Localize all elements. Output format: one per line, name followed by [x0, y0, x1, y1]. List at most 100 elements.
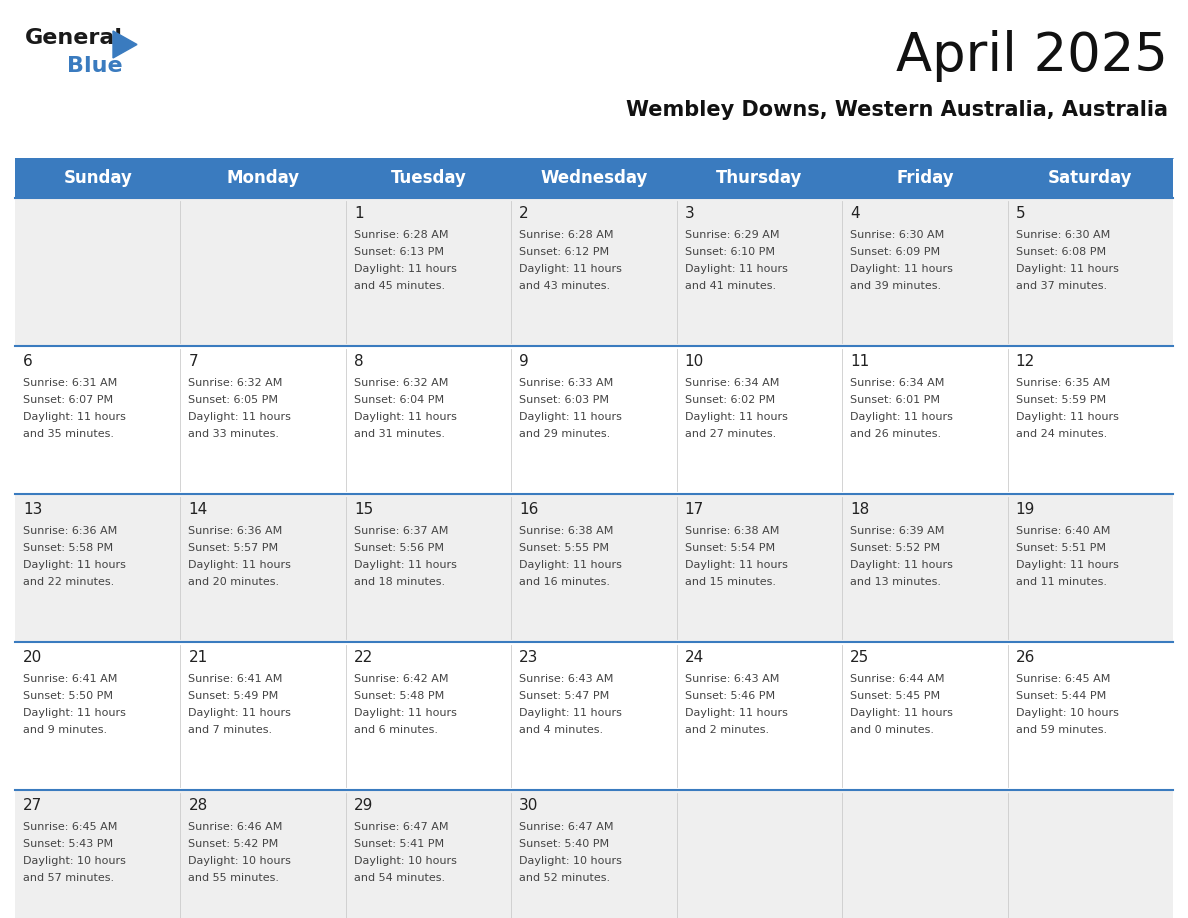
Text: and 13 minutes.: and 13 minutes.: [851, 577, 941, 587]
Text: 30: 30: [519, 798, 538, 813]
Text: Sunset: 5:55 PM: Sunset: 5:55 PM: [519, 543, 609, 553]
Text: Sunrise: 6:37 AM: Sunrise: 6:37 AM: [354, 526, 448, 536]
Text: Blue: Blue: [67, 56, 122, 76]
Text: Sunset: 6:03 PM: Sunset: 6:03 PM: [519, 395, 609, 405]
Text: Daylight: 10 hours: Daylight: 10 hours: [1016, 708, 1118, 718]
Text: Daylight: 10 hours: Daylight: 10 hours: [189, 856, 291, 866]
Text: Daylight: 11 hours: Daylight: 11 hours: [23, 708, 126, 718]
Text: 22: 22: [354, 650, 373, 665]
Text: 18: 18: [851, 502, 870, 517]
Bar: [15, 642, 1173, 790]
Text: and 35 minutes.: and 35 minutes.: [23, 429, 114, 439]
Text: 16: 16: [519, 502, 538, 517]
Text: and 57 minutes.: and 57 minutes.: [23, 873, 114, 883]
Text: 5: 5: [1016, 206, 1025, 221]
Text: Sunrise: 6:36 AM: Sunrise: 6:36 AM: [23, 526, 118, 536]
Text: Sunrise: 6:33 AM: Sunrise: 6:33 AM: [519, 378, 613, 388]
Text: 7: 7: [189, 354, 198, 369]
Text: and 43 minutes.: and 43 minutes.: [519, 281, 611, 291]
Text: and 52 minutes.: and 52 minutes.: [519, 873, 611, 883]
Text: 14: 14: [189, 502, 208, 517]
Text: Daylight: 11 hours: Daylight: 11 hours: [1016, 560, 1118, 570]
Text: and 45 minutes.: and 45 minutes.: [354, 281, 446, 291]
Text: 20: 20: [23, 650, 43, 665]
Text: Sunset: 6:10 PM: Sunset: 6:10 PM: [684, 247, 775, 257]
Text: and 16 minutes.: and 16 minutes.: [519, 577, 611, 587]
Text: Sunrise: 6:34 AM: Sunrise: 6:34 AM: [684, 378, 779, 388]
Text: Sunrise: 6:44 AM: Sunrise: 6:44 AM: [851, 674, 944, 684]
Text: Sunset: 6:12 PM: Sunset: 6:12 PM: [519, 247, 609, 257]
Text: Daylight: 11 hours: Daylight: 11 hours: [519, 412, 623, 422]
Text: Friday: Friday: [896, 169, 954, 187]
Text: and 55 minutes.: and 55 minutes.: [189, 873, 279, 883]
Text: Daylight: 11 hours: Daylight: 11 hours: [684, 412, 788, 422]
Text: Thursday: Thursday: [716, 169, 803, 187]
Text: Daylight: 10 hours: Daylight: 10 hours: [23, 856, 126, 866]
Text: Sunrise: 6:28 AM: Sunrise: 6:28 AM: [519, 230, 614, 240]
Text: Sunset: 6:04 PM: Sunset: 6:04 PM: [354, 395, 444, 405]
Text: Sunrise: 6:38 AM: Sunrise: 6:38 AM: [519, 526, 614, 536]
Text: Sunday: Sunday: [63, 169, 132, 187]
Text: and 18 minutes.: and 18 minutes.: [354, 577, 446, 587]
Text: 25: 25: [851, 650, 870, 665]
Text: Sunset: 5:58 PM: Sunset: 5:58 PM: [23, 543, 113, 553]
Text: and 11 minutes.: and 11 minutes.: [1016, 577, 1106, 587]
Text: Sunset: 5:49 PM: Sunset: 5:49 PM: [189, 691, 279, 701]
Text: Sunset: 6:05 PM: Sunset: 6:05 PM: [189, 395, 278, 405]
Text: Sunrise: 6:47 AM: Sunrise: 6:47 AM: [519, 822, 614, 832]
Polygon shape: [113, 31, 137, 58]
Text: Sunrise: 6:35 AM: Sunrise: 6:35 AM: [1016, 378, 1110, 388]
Text: 13: 13: [23, 502, 43, 517]
Text: Sunset: 6:13 PM: Sunset: 6:13 PM: [354, 247, 444, 257]
Text: Sunset: 5:56 PM: Sunset: 5:56 PM: [354, 543, 444, 553]
Text: Daylight: 10 hours: Daylight: 10 hours: [354, 856, 456, 866]
Bar: [15, 494, 1173, 642]
Text: Sunset: 5:47 PM: Sunset: 5:47 PM: [519, 691, 609, 701]
Text: and 20 minutes.: and 20 minutes.: [189, 577, 279, 587]
Text: Daylight: 11 hours: Daylight: 11 hours: [1016, 412, 1118, 422]
Text: Sunrise: 6:38 AM: Sunrise: 6:38 AM: [684, 526, 779, 536]
Text: Sunrise: 6:32 AM: Sunrise: 6:32 AM: [189, 378, 283, 388]
Text: Daylight: 11 hours: Daylight: 11 hours: [684, 708, 788, 718]
Text: Daylight: 11 hours: Daylight: 11 hours: [189, 560, 291, 570]
Text: Sunset: 5:52 PM: Sunset: 5:52 PM: [851, 543, 940, 553]
Text: 26: 26: [1016, 650, 1035, 665]
Text: Sunrise: 6:39 AM: Sunrise: 6:39 AM: [851, 526, 944, 536]
Bar: [15, 346, 1173, 494]
Text: Sunset: 5:59 PM: Sunset: 5:59 PM: [1016, 395, 1106, 405]
Text: 17: 17: [684, 502, 704, 517]
Text: and 24 minutes.: and 24 minutes.: [1016, 429, 1107, 439]
Text: Daylight: 11 hours: Daylight: 11 hours: [23, 560, 126, 570]
Text: and 54 minutes.: and 54 minutes.: [354, 873, 446, 883]
Text: Daylight: 11 hours: Daylight: 11 hours: [519, 264, 623, 274]
Text: and 27 minutes.: and 27 minutes.: [684, 429, 776, 439]
Text: Sunrise: 6:32 AM: Sunrise: 6:32 AM: [354, 378, 448, 388]
Text: Sunrise: 6:29 AM: Sunrise: 6:29 AM: [684, 230, 779, 240]
Text: Tuesday: Tuesday: [391, 169, 467, 187]
Text: Sunset: 5:43 PM: Sunset: 5:43 PM: [23, 839, 113, 849]
Text: Sunrise: 6:30 AM: Sunrise: 6:30 AM: [851, 230, 944, 240]
Text: and 41 minutes.: and 41 minutes.: [684, 281, 776, 291]
Text: 28: 28: [189, 798, 208, 813]
Text: 9: 9: [519, 354, 529, 369]
Text: 23: 23: [519, 650, 538, 665]
Text: Daylight: 11 hours: Daylight: 11 hours: [354, 412, 456, 422]
Text: Sunrise: 6:45 AM: Sunrise: 6:45 AM: [23, 822, 118, 832]
Text: and 7 minutes.: and 7 minutes.: [189, 725, 272, 735]
Text: Daylight: 11 hours: Daylight: 11 hours: [851, 412, 953, 422]
Text: Wembley Downs, Western Australia, Australia: Wembley Downs, Western Australia, Austra…: [626, 100, 1168, 120]
Text: Sunrise: 6:43 AM: Sunrise: 6:43 AM: [519, 674, 614, 684]
Bar: [15, 198, 1173, 346]
Text: Sunset: 5:50 PM: Sunset: 5:50 PM: [23, 691, 113, 701]
Text: Daylight: 11 hours: Daylight: 11 hours: [519, 560, 623, 570]
Text: Daylight: 11 hours: Daylight: 11 hours: [1016, 264, 1118, 274]
Text: 10: 10: [684, 354, 704, 369]
Text: Daylight: 11 hours: Daylight: 11 hours: [189, 708, 291, 718]
Text: Sunrise: 6:41 AM: Sunrise: 6:41 AM: [23, 674, 118, 684]
Text: Daylight: 11 hours: Daylight: 11 hours: [354, 708, 456, 718]
Bar: [15, 790, 1173, 918]
Text: and 37 minutes.: and 37 minutes.: [1016, 281, 1107, 291]
Text: Daylight: 11 hours: Daylight: 11 hours: [684, 560, 788, 570]
Text: and 39 minutes.: and 39 minutes.: [851, 281, 941, 291]
Text: Sunset: 5:42 PM: Sunset: 5:42 PM: [189, 839, 279, 849]
